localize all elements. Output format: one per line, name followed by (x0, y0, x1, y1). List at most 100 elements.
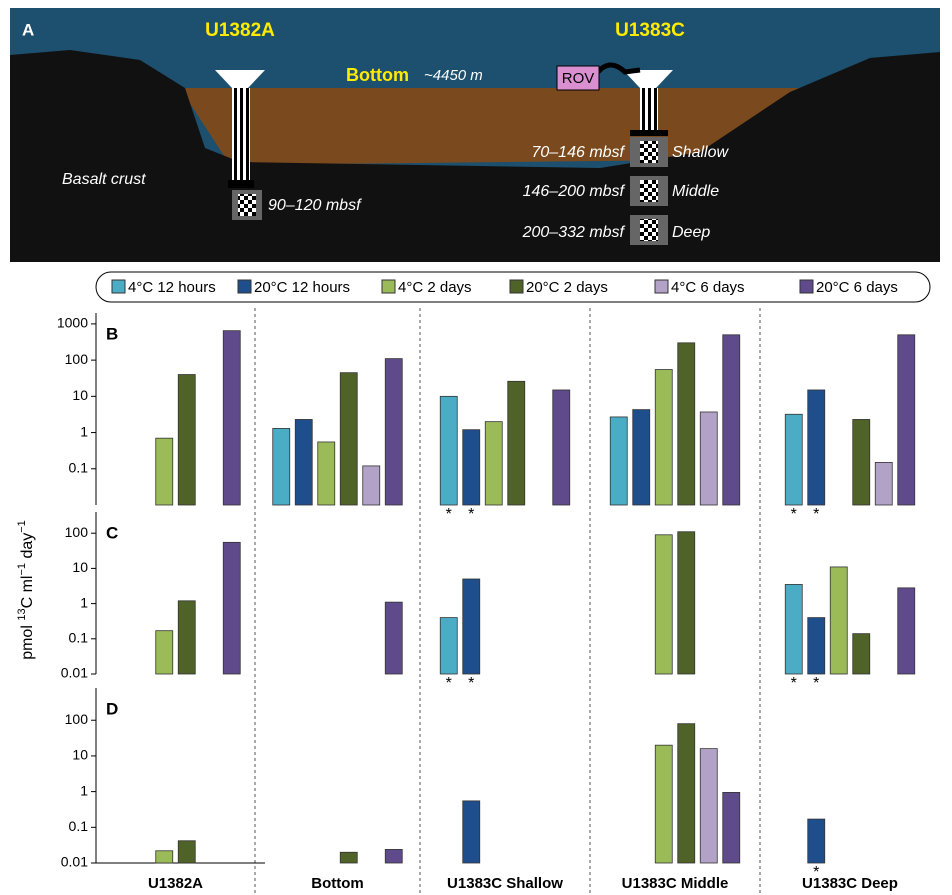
bar (654, 534, 673, 675)
bar (384, 849, 403, 864)
bar (654, 369, 673, 506)
bar (784, 413, 803, 506)
bar (484, 421, 503, 506)
bar (462, 578, 481, 675)
legend-swatch (799, 279, 814, 294)
asterisk: * (446, 506, 452, 523)
borehole (640, 88, 658, 130)
x-tick-label: Bottom (311, 875, 364, 892)
interval-name: Shallow (672, 144, 729, 161)
bar (897, 587, 916, 675)
panel-label: B (106, 324, 118, 343)
core (238, 194, 256, 216)
legend-swatch (654, 279, 669, 294)
legend-label: 20°C 6 days (816, 279, 898, 296)
legend-swatch (237, 279, 252, 294)
bar (552, 389, 571, 506)
bar (654, 744, 673, 864)
bar (462, 800, 481, 864)
interval-label: 146–200 mbsf (523, 183, 626, 200)
y-tick-label: 10 (72, 387, 88, 403)
rov (556, 65, 600, 91)
bar (852, 633, 871, 675)
bar (807, 617, 826, 675)
core (640, 141, 658, 163)
asterisk: * (813, 506, 819, 523)
bar (177, 600, 196, 675)
bar (507, 380, 526, 506)
bar (784, 584, 803, 675)
bar (677, 531, 696, 675)
asterisk: * (813, 675, 819, 692)
asterisk: * (791, 675, 797, 692)
interval-label: 200–332 mbsf (522, 224, 626, 241)
site-label: U1383C (615, 20, 685, 41)
y-tick-label: 100 (65, 711, 89, 727)
bar (362, 465, 381, 506)
depth-label: ~4450 m (424, 67, 483, 84)
rov-cable (596, 62, 641, 75)
core (640, 219, 658, 241)
bar (177, 374, 196, 506)
y-tick-label: 100 (65, 351, 89, 367)
bar (807, 389, 826, 506)
site-label: U1382A (205, 20, 275, 41)
legend-label: 4°C 6 days (671, 279, 745, 296)
panel-label: A (22, 20, 34, 39)
bar (699, 411, 718, 506)
funnel (215, 70, 265, 88)
bar (317, 441, 336, 506)
y-tick-label: 1 (80, 782, 88, 798)
y-axis-label: pmol 13C ml−1 day−1 (16, 520, 36, 660)
y-axis-label-part: −1 (16, 520, 28, 533)
bar (829, 566, 848, 675)
bar (339, 851, 358, 864)
rov-label: ROV (562, 70, 595, 87)
bottom-label: Bottom (346, 65, 409, 85)
y-axis-label-part: −1 (16, 563, 28, 576)
legend-label: 20°C 2 days (526, 279, 608, 296)
basalt-label: Basalt crust (62, 171, 146, 188)
bar (852, 419, 871, 506)
bar (384, 601, 403, 675)
bar (807, 818, 826, 864)
bar (177, 840, 196, 864)
asterisk: * (813, 864, 819, 881)
x-tick-label: U1383C Shallow (447, 875, 563, 892)
y-tick-label: 0.01 (61, 665, 88, 681)
panel-label: C (106, 523, 118, 542)
bar (632, 409, 651, 506)
bar (699, 748, 718, 864)
y-tick-label: 1 (80, 423, 88, 439)
y-tick-label: 1000 (57, 315, 88, 331)
bar (222, 541, 241, 675)
interval-name: Middle (672, 183, 719, 200)
bar (874, 462, 893, 506)
bar (609, 416, 628, 506)
y-tick-label: 1 (80, 594, 88, 610)
asterisk: * (468, 675, 474, 692)
casing (630, 130, 668, 136)
bar (339, 372, 358, 506)
legend-frame (95, 271, 931, 303)
bar (722, 792, 741, 864)
panel-a: ROV A U1382A U1383C Bottom ~4450 m Basal… (10, 8, 940, 262)
y-axis-label-part: C ml (19, 576, 36, 609)
y-tick-label: 0.1 (69, 818, 89, 834)
bar (677, 723, 696, 864)
x-tick-label: U1382A (148, 875, 203, 892)
bar (155, 437, 174, 506)
y-axis-label-part: day (19, 533, 36, 563)
interval-label: 90–120 mbsf (268, 197, 362, 214)
y-tick-label: 10 (72, 747, 88, 763)
asterisk: * (468, 506, 474, 523)
bar (677, 342, 696, 506)
legend-label: 4°C 12 hours (128, 279, 216, 296)
bar (294, 419, 313, 506)
casing (228, 180, 254, 188)
x-tick-label: U1383C Deep (802, 875, 898, 892)
legend-swatch (111, 279, 126, 294)
y-tick-label: 0.1 (69, 459, 89, 475)
x-tick-label: U1383C Middle (622, 875, 729, 892)
